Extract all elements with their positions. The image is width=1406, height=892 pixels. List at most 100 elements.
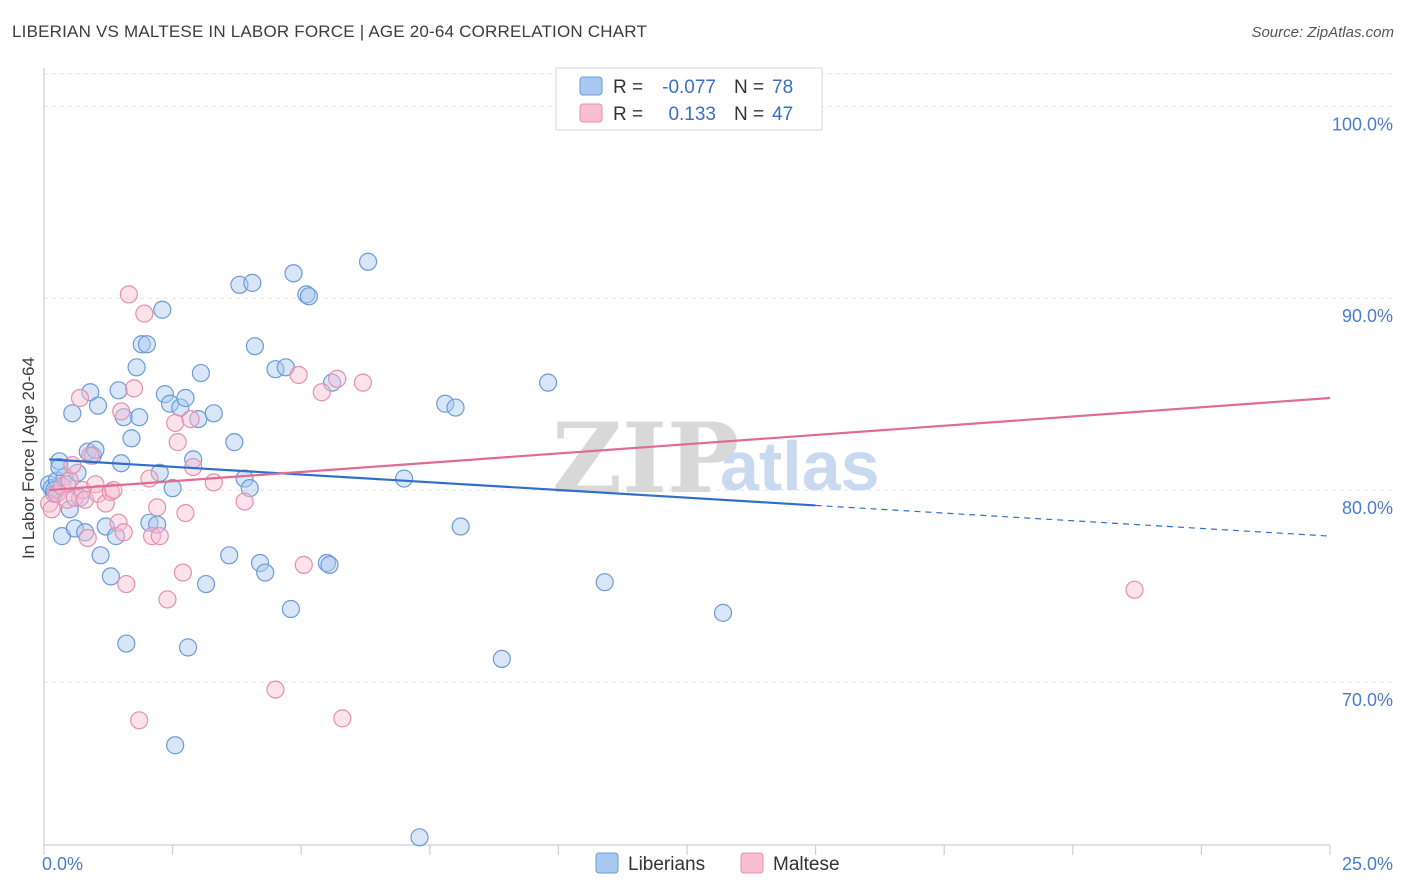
chart-title: LIBERIAN VS MALTESE IN LABOR FORCE | AGE… bbox=[12, 22, 648, 41]
point-liberians bbox=[191, 363, 210, 383]
legend-bottom-swatch-maltese bbox=[740, 852, 764, 874]
point-maltese bbox=[63, 456, 82, 475]
point-maltese bbox=[42, 500, 61, 519]
point-liberians bbox=[451, 517, 470, 536]
point-liberians bbox=[91, 546, 110, 565]
point-liberians bbox=[63, 404, 82, 423]
point-maltese bbox=[1125, 580, 1144, 599]
point-maltese bbox=[112, 402, 131, 421]
y-tick-label: 80.0% bbox=[1342, 498, 1393, 518]
legend-stats: R = -0.077 N = 78 R = 0.133 N = 47 bbox=[555, 67, 823, 131]
point-liberians bbox=[539, 373, 558, 392]
point-maltese bbox=[289, 365, 308, 385]
point-maltese bbox=[119, 285, 138, 304]
point-liberians bbox=[220, 546, 239, 565]
point-liberians bbox=[446, 398, 465, 417]
point-maltese bbox=[70, 388, 90, 408]
point-maltese bbox=[109, 513, 128, 532]
point-maltese bbox=[81, 446, 100, 465]
point-liberians bbox=[394, 469, 414, 488]
y-tick-label: 100.0% bbox=[1332, 114, 1393, 134]
y-tick-label: 70.0% bbox=[1342, 690, 1393, 710]
point-maltese bbox=[312, 383, 331, 402]
point-liberians bbox=[492, 649, 511, 669]
point-maltese bbox=[140, 469, 159, 488]
legend-n-label-liberians: N = bbox=[734, 77, 764, 98]
point-maltese bbox=[114, 523, 133, 542]
point-liberians bbox=[132, 335, 151, 354]
point-liberians bbox=[130, 408, 149, 427]
point-liberians bbox=[245, 337, 265, 356]
point-maltese bbox=[124, 379, 144, 398]
y-tick-label: 90.0% bbox=[1342, 306, 1393, 326]
legend-swatch-maltese bbox=[579, 103, 603, 123]
legend-n-label-maltese: N = bbox=[734, 104, 764, 125]
point-liberians bbox=[65, 519, 84, 538]
point-liberians bbox=[240, 479, 259, 498]
legend-series: Liberians Maltese bbox=[595, 852, 840, 875]
point-liberians bbox=[122, 429, 141, 448]
point-liberians bbox=[163, 479, 182, 498]
legend-r-label-maltese: R = bbox=[613, 104, 643, 125]
point-liberians bbox=[299, 287, 319, 306]
grid-lines bbox=[44, 73, 1392, 683]
point-liberians bbox=[284, 264, 303, 283]
point-maltese bbox=[78, 528, 97, 548]
point-liberians bbox=[137, 335, 156, 354]
scatter-points bbox=[40, 252, 1144, 847]
legend-swatch-liberians bbox=[579, 76, 603, 96]
trend-lines bbox=[49, 396, 1331, 537]
point-liberians bbox=[81, 383, 100, 402]
point-liberians bbox=[196, 574, 216, 594]
point-liberians bbox=[127, 358, 146, 377]
point-liberians bbox=[204, 404, 223, 423]
point-maltese bbox=[168, 433, 187, 452]
point-maltese bbox=[117, 574, 136, 594]
point-liberians bbox=[88, 396, 108, 415]
y-axis-label: In Labor Force | Age 20-64 bbox=[19, 357, 38, 559]
point-maltese bbox=[333, 709, 352, 728]
point-maltese bbox=[130, 711, 149, 730]
point-liberians bbox=[117, 634, 136, 653]
x-tick-label-max: 25.0% bbox=[1342, 854, 1393, 874]
trend-line-liberians bbox=[49, 458, 816, 507]
point-liberians bbox=[243, 273, 262, 292]
point-liberians bbox=[166, 736, 185, 755]
point-maltese bbox=[204, 473, 223, 492]
point-liberians bbox=[317, 553, 337, 573]
point-liberians bbox=[109, 381, 128, 400]
legend-r-label-liberians: R = bbox=[613, 77, 643, 98]
point-liberians bbox=[155, 385, 174, 404]
point-liberians bbox=[595, 573, 614, 592]
legend-bottom-label-liberians: Liberians bbox=[628, 854, 705, 875]
legend-bottom-label-maltese: Maltese bbox=[773, 854, 840, 875]
watermark: ZIP atlas bbox=[552, 402, 880, 515]
point-liberians bbox=[320, 555, 339, 574]
point-liberians bbox=[297, 285, 316, 304]
point-liberians bbox=[281, 599, 301, 619]
point-maltese bbox=[266, 680, 285, 699]
point-maltese bbox=[96, 494, 115, 513]
point-liberians bbox=[153, 300, 172, 319]
trend-line-liberians-extension bbox=[815, 504, 1331, 537]
point-maltese bbox=[135, 304, 154, 323]
point-maltese bbox=[158, 590, 177, 609]
point-maltese bbox=[166, 413, 185, 433]
point-liberians bbox=[250, 553, 270, 573]
point-liberians bbox=[713, 603, 733, 622]
trend-line-maltese bbox=[49, 396, 1331, 492]
point-liberians bbox=[86, 440, 105, 459]
point-liberians bbox=[178, 638, 198, 657]
point-maltese bbox=[101, 482, 120, 502]
point-maltese bbox=[294, 555, 313, 574]
point-maltese bbox=[181, 409, 200, 429]
point-liberians bbox=[256, 563, 275, 582]
point-liberians bbox=[358, 252, 378, 271]
x-axis-tick-labels: 0.0% 25.0% bbox=[42, 854, 1393, 874]
watermark-atlas: atlas bbox=[720, 427, 880, 505]
legend-r-value-maltese: 0.133 bbox=[668, 104, 716, 125]
x-tick-label-min: 0.0% bbox=[42, 854, 83, 874]
point-liberians bbox=[410, 828, 429, 847]
point-maltese bbox=[353, 373, 373, 392]
